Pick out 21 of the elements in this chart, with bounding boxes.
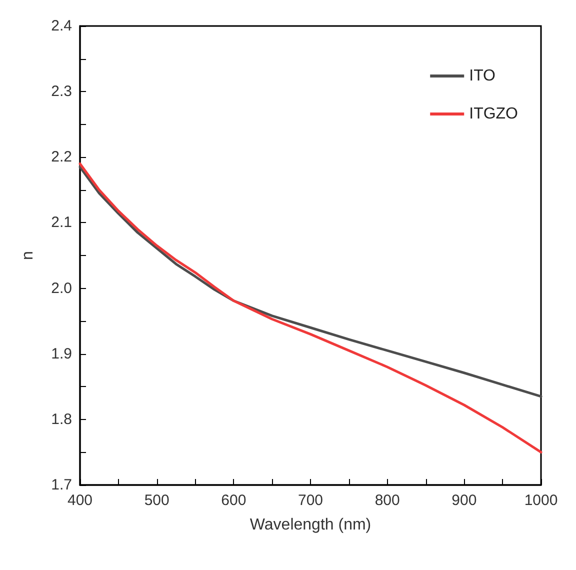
y-tick-label: 2.0	[51, 280, 72, 297]
x-tick-label: 800	[374, 492, 400, 509]
line-series	[78, 162, 542, 454]
x-tick-label: 700	[298, 492, 324, 509]
x-tick-label: 900	[452, 492, 477, 509]
y-tick-label: 2.3	[51, 83, 72, 100]
y-tick-label: 2.4	[51, 18, 72, 34]
y-tick-label: 1.8	[51, 410, 72, 428]
y-tick-label: 2.2	[51, 148, 72, 166]
legend-label: ITO	[469, 68, 496, 84]
y-tick-label: 2.1	[51, 214, 72, 232]
y-tick-label: 1.9	[51, 345, 72, 362]
line-series	[78, 166, 542, 398]
y-axis-title: n	[20, 251, 36, 260]
x-tick-label: 1000	[524, 492, 558, 509]
x-axis-title: Wavelength (nm)	[250, 516, 372, 534]
x-tick-label: 600	[221, 492, 246, 509]
x-tick-label: 500	[144, 492, 170, 509]
y-tick-label: 1.7	[51, 476, 72, 494]
x-tick-label: 400	[67, 492, 93, 509]
legend-label: ITGZO	[469, 106, 518, 122]
